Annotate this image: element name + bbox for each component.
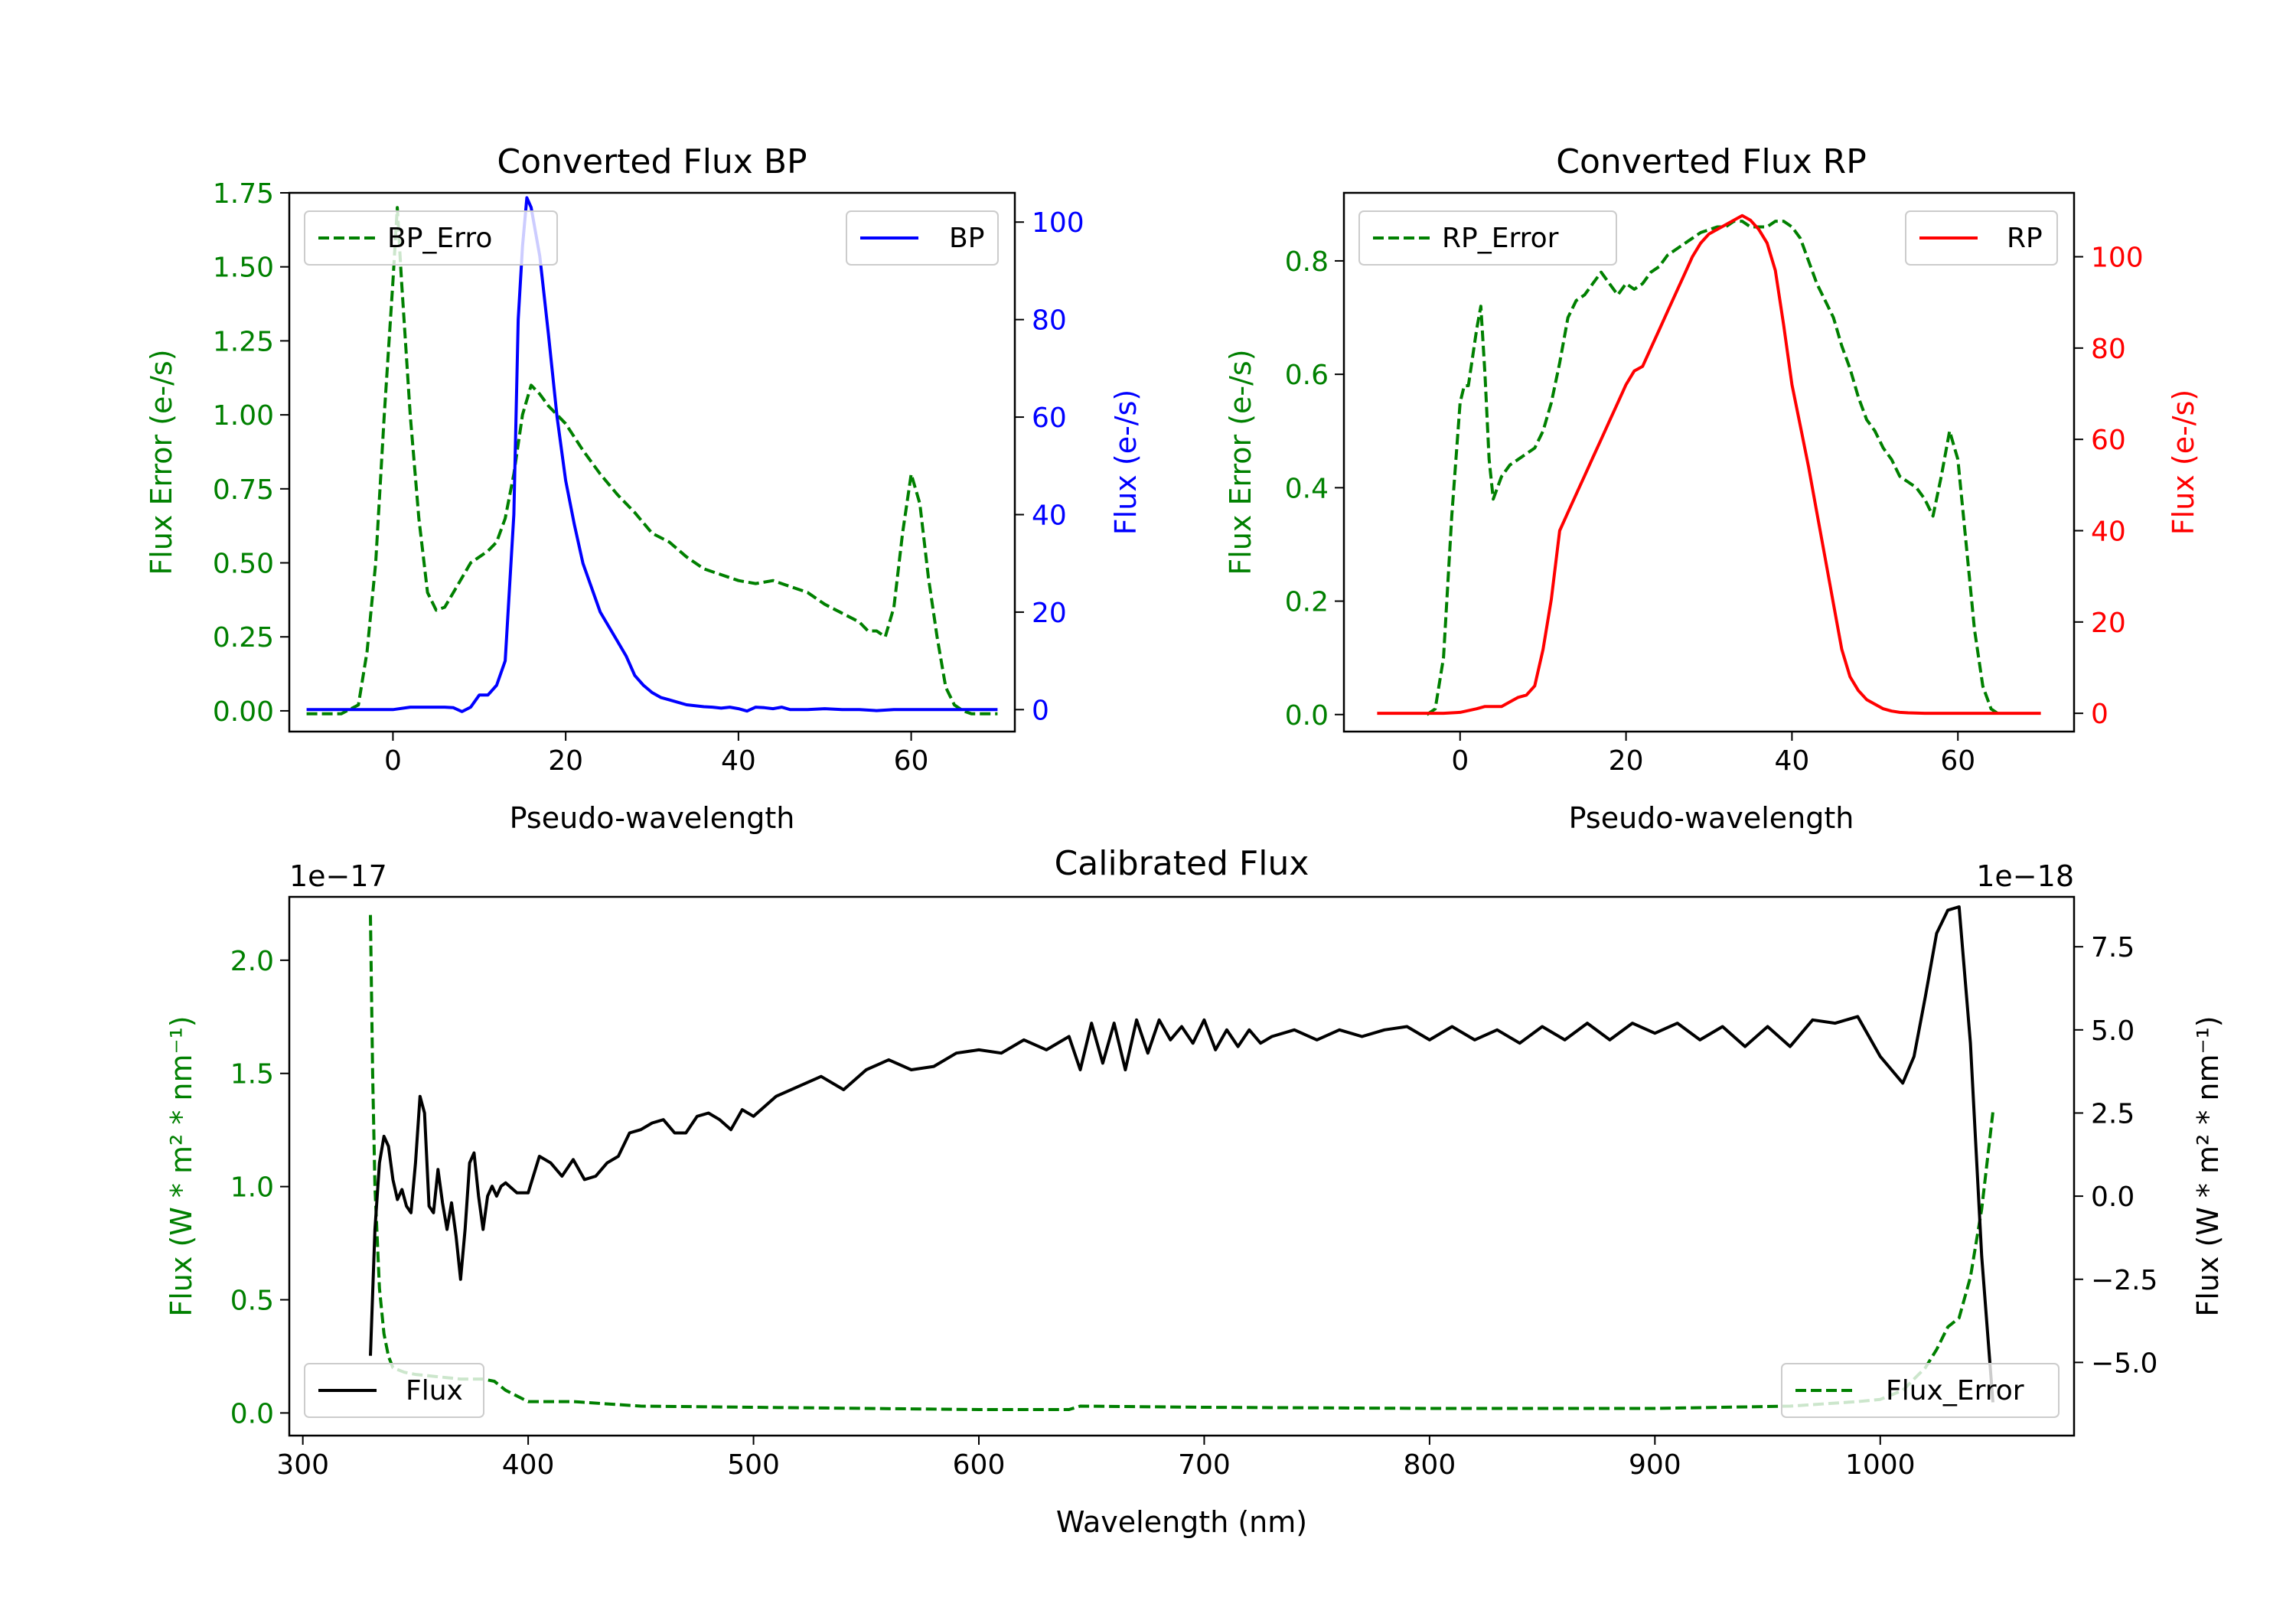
bp-legend-right-box <box>846 210 999 266</box>
bp-series-bp-line <box>306 196 998 713</box>
rp-ytick-left-label: 0.2 <box>1285 587 1329 618</box>
bp-ytick-left-label: 0.00 <box>213 696 274 728</box>
cal-ytick-left-label: 2.0 <box>230 946 274 977</box>
rp-ytick-left-label: 0.8 <box>1285 246 1329 278</box>
bp-legend-right: BP <box>846 210 999 266</box>
cal-xtick-label: 300 <box>276 1449 329 1481</box>
cal-legend-right: Flux_Error <box>1781 1363 2060 1418</box>
bp-xtick-label: 0 <box>384 745 402 777</box>
bp-ytick-right-label: 40 <box>1032 500 1067 531</box>
cal-xtick-label: 1000 <box>1845 1449 1916 1481</box>
rp-axes-frame <box>1342 191 2076 733</box>
rp-ytick-right-label: 20 <box>2091 608 2126 639</box>
rp-ytick-right-label: 0 <box>2091 699 2108 730</box>
cal-legend-right-box <box>1781 1363 2060 1418</box>
rp-legend-left-box <box>1358 210 1617 266</box>
rp-series-rp-line <box>1377 214 2041 715</box>
bp-ytick-right-label: 20 <box>1032 598 1067 629</box>
bp-series-bp-error-line <box>306 206 998 715</box>
bp-ytick-left-label: 1.50 <box>213 253 274 284</box>
rp-ytick-right-label: 60 <box>2091 425 2126 456</box>
bp-ylabel-right: Flux (e-/s) <box>1109 390 1143 535</box>
rp-xtick-label: 20 <box>1609 745 1644 777</box>
rp-legend-left: RP_Error <box>1358 210 1617 266</box>
panel-rp: Converted Flux RP 0 20 40 60 0.0 0.2 0.4 0.6 0.8… <box>1224 142 2200 835</box>
cal-xtick-label: 800 <box>1404 1449 1456 1481</box>
cal-legend-left: Flux <box>304 1363 484 1418</box>
cal-series-flux-line <box>369 905 1994 1403</box>
rp-legend-left-label: RP_Error <box>1442 223 1559 254</box>
rp-ytick-left-label: 0.6 <box>1285 360 1329 391</box>
rp-xtick-label: 40 <box>1775 745 1810 777</box>
cal-legend-left-box <box>304 1363 484 1418</box>
rp-ytick-right-label: 100 <box>2091 243 2144 274</box>
bp-plot-area: 0 20 40 60 0.00 0.25 0.50 0.75 1.00 1.25 1.50 1.75 0… <box>213 178 1084 777</box>
rp-legend-right-box <box>1905 210 2058 266</box>
cal-ytick-left-label: 0.5 <box>230 1286 274 1317</box>
rp-xlabel: Pseudo-wavelength <box>1569 801 1854 835</box>
cal-axes-frame <box>288 895 2076 1437</box>
rp-ylabel-right: Flux (e-/s) <box>2167 390 2200 535</box>
cal-xtick-label: 500 <box>727 1449 780 1481</box>
cal-ytick-right-label: 0.0 <box>2091 1182 2135 1213</box>
rp-legend-right-label: RP <box>2007 223 2043 254</box>
bp-ytick-right-label: 100 <box>1032 207 1084 239</box>
bp-xlabel: Pseudo-wavelength <box>510 801 795 835</box>
rp-plot-area: 0 20 40 60 0.0 0.2 0.4 0.6 0.8 0 20 40 60 80 100 <box>1285 214 2144 777</box>
bp-ytick-left-label: 0.25 <box>213 622 274 654</box>
cal-xtick-label: 600 <box>953 1449 1006 1481</box>
rp-xtick-label: 0 <box>1451 745 1469 777</box>
bp-axes-frame <box>288 191 1016 733</box>
rp-series-rp-error-line <box>1426 220 2001 716</box>
cal-right-offset: 1e−18 <box>1976 859 2074 893</box>
bp-title: Converted Flux BP <box>497 142 807 181</box>
rp-xtick-label: 60 <box>1940 745 1975 777</box>
bp-ytick-left-label: 0.75 <box>213 474 274 506</box>
cal-ylabel-left: Flux (W * m² * nm⁻¹) <box>165 1015 198 1316</box>
cal-title: Calibrated Flux <box>1055 844 1309 883</box>
cal-xlabel: Wavelength (nm) <box>1056 1505 1307 1539</box>
cal-left-offset: 1e−17 <box>289 859 387 893</box>
cal-legend-left-label: Flux <box>406 1375 463 1407</box>
rp-ytick-left-label: 0.4 <box>1285 473 1329 504</box>
cal-ytick-right-label: 7.5 <box>2091 932 2135 963</box>
bp-ytick-left-label: 1.75 <box>213 178 274 210</box>
bp-ytick-left-label: 1.00 <box>213 400 274 432</box>
bp-xtick-label: 40 <box>721 745 756 777</box>
bp-xtick-label: 20 <box>548 745 583 777</box>
cal-xtick-label: 700 <box>1178 1449 1231 1481</box>
rp-ytick-left-label: 0.0 <box>1285 700 1329 732</box>
bp-legend-right-label: BP <box>949 223 984 254</box>
bp-ytick-left-label: 0.50 <box>213 549 274 580</box>
bp-ylabel-left: Flux Error (e-/s) <box>145 349 178 575</box>
cal-ytick-right-label: −5.0 <box>2091 1348 2157 1379</box>
cal-ytick-right-label: 5.0 <box>2091 1015 2135 1047</box>
cal-ylabel-right: Flux (W * m² * nm⁻¹) <box>2191 1015 2225 1316</box>
cal-legend-right-label: Flux_Error <box>1886 1375 2024 1407</box>
rp-ytick-right-label: 80 <box>2091 334 2126 365</box>
rp-legend-right: RP <box>1905 210 2058 266</box>
cal-ytick-right-label: 2.5 <box>2091 1098 2135 1129</box>
rp-ylabel-left: Flux Error (e-/s) <box>1224 349 1257 575</box>
cal-ytick-right-label: −2.5 <box>2091 1265 2157 1296</box>
bp-ytick-right-label: 80 <box>1032 305 1067 337</box>
cal-ytick-left-label: 0.0 <box>230 1398 274 1429</box>
bp-legend-left: BP_Erro <box>304 210 558 266</box>
cal-xtick-label: 400 <box>502 1449 555 1481</box>
bp-legend-left-box <box>304 210 558 266</box>
cal-xtick-label: 900 <box>1629 1449 1681 1481</box>
bp-ytick-right-label: 0 <box>1032 695 1049 726</box>
rp-ytick-right-label: 40 <box>2091 516 2126 547</box>
bp-xtick-label: 60 <box>894 745 929 777</box>
cal-ytick-left-label: 1.0 <box>230 1172 274 1204</box>
rp-title: Converted Flux RP <box>1556 142 1867 181</box>
bp-legend-left-label: BP_Erro <box>387 223 492 254</box>
bp-ytick-left-label: 1.25 <box>213 326 274 357</box>
panel-bp: Converted Flux BP 0 20 40 60 0.00 0.25 0.50 0.7… <box>145 142 1143 835</box>
cal-ytick-left-label: 1.5 <box>230 1059 274 1090</box>
panel-calibrated: Calibrated Flux 1e−17 1e−18 300 400 500 600… <box>165 844 2225 1539</box>
bp-ytick-right-label: 60 <box>1032 403 1067 434</box>
